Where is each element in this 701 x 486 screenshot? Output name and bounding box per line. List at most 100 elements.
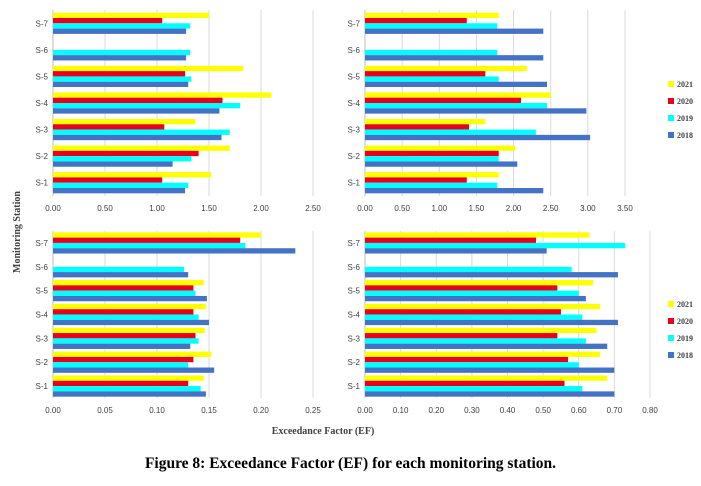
x-tick-label: 2.00 xyxy=(506,204,522,213)
bar-S-7-2021 xyxy=(365,12,499,18)
category-label: S-1 xyxy=(36,179,49,188)
x-tick-label: 3.50 xyxy=(617,204,633,213)
category-label: S-3 xyxy=(348,126,361,135)
bar-S-4-2021 xyxy=(365,92,551,98)
bar-S-2-2019 xyxy=(365,156,499,162)
chart-panel-2: 0.00 0.50 1.00 1.50 2.00 2.50 3.00 3.50 S-1 S-2 S-… xyxy=(348,10,693,213)
bar-S-5-2019 xyxy=(365,290,579,296)
legend-label-2021: 2021 xyxy=(677,300,693,309)
category-label: S-5 xyxy=(36,287,49,296)
x-tick-label: 0.80 xyxy=(642,406,658,415)
bar-S-3-2020 xyxy=(365,124,469,130)
bar-S-7-2019 xyxy=(365,23,498,29)
bar-S-3-2021 xyxy=(365,118,486,125)
bar-S-1-2019 xyxy=(53,386,201,392)
bar-S-3-2021 xyxy=(53,327,205,334)
bar-S-3-2019 xyxy=(53,338,199,344)
bar-S-6-2018 xyxy=(365,272,618,278)
bar-S-5-2021 xyxy=(53,65,244,72)
bar-S-2-2019 xyxy=(53,156,192,162)
category-label: S-3 xyxy=(36,126,49,135)
y-axis-title: Monitoring Station xyxy=(12,191,23,273)
legend-swatch-2021 xyxy=(668,81,674,87)
bar-S-2-2020 xyxy=(365,356,569,363)
chart-panel-1: 0.00 0.50 1.00 1.50 2.00 2.50 S-1 S-2 S-3 S-4 S-5 S… xyxy=(36,10,321,213)
bar-S-2-2019 xyxy=(53,362,189,368)
category-label: S-5 xyxy=(348,287,361,296)
bar-S-7-2020 xyxy=(53,237,241,243)
legend: 2021 2020 2019 2018 xyxy=(668,300,693,360)
bar-S-1-2019 xyxy=(365,182,498,189)
legend-label-2019: 2019 xyxy=(677,114,693,123)
x-tick-label: 1.50 xyxy=(201,204,217,213)
bar-S-2-2021 xyxy=(365,351,601,357)
bar-S-5-2019 xyxy=(53,290,196,296)
bar-S-4-2019 xyxy=(53,314,199,320)
x-tick-label: 3.00 xyxy=(580,204,596,213)
category-label: S-7 xyxy=(36,19,49,28)
legend-swatch-2018 xyxy=(668,352,674,358)
bar-S-4-2020 xyxy=(53,97,223,103)
bar-S-2-2019 xyxy=(365,362,579,368)
bar-S-7-2018 xyxy=(365,248,547,254)
legend-label-2019: 2019 xyxy=(677,334,693,343)
bar-S-3-2019 xyxy=(365,338,586,344)
bar-S-1-2021 xyxy=(365,172,499,178)
bar-S-2-2020 xyxy=(365,150,499,157)
bar-S-7-2018 xyxy=(53,248,296,254)
chart-panels: 0.00 0.50 1.00 1.50 2.00 2.50 S-1 S-2 S-3 S-4 S-5 S… xyxy=(36,10,693,415)
legend-swatch-2019 xyxy=(668,115,674,121)
x-tick-label: 0.15 xyxy=(201,406,217,415)
bar-S-2-2018 xyxy=(53,161,173,167)
category-label: S-6 xyxy=(36,46,49,55)
legend-label-2020: 2020 xyxy=(677,97,693,106)
bar-S-1-2019 xyxy=(53,182,189,189)
x-tick-label: 0.05 xyxy=(97,406,113,415)
bar-S-5-2020 xyxy=(365,285,558,291)
legend-swatch-2020 xyxy=(668,98,674,104)
bar-S-6-2019 xyxy=(53,49,191,56)
category-label: S-2 xyxy=(348,152,361,161)
bar-S-7-2018 xyxy=(365,28,544,34)
legend-label-2020: 2020 xyxy=(677,317,693,326)
category-label: S-1 xyxy=(36,382,49,391)
bar-S-5-2020 xyxy=(53,71,186,77)
bar-S-4-2020 xyxy=(365,97,521,103)
x-tick-label: 0.10 xyxy=(149,406,165,415)
bar-S-4-2018 xyxy=(365,108,587,114)
x-tick-label: 0.30 xyxy=(464,406,480,415)
x-tick-label: 0.40 xyxy=(500,406,516,415)
bar-S-1-2018 xyxy=(53,391,206,397)
bar-S-7-2020 xyxy=(365,237,536,243)
bar-S-3-2021 xyxy=(365,327,597,334)
bar-S-2-2021 xyxy=(365,145,516,151)
bar-S-7-2019 xyxy=(53,23,191,29)
x-tick-label: 0.00 xyxy=(357,406,373,415)
bar-S-1-2018 xyxy=(365,391,615,397)
bar-S-4-2019 xyxy=(365,103,547,109)
bar-S-7-2021 xyxy=(53,232,261,238)
bar-S-3-2018 xyxy=(53,134,222,141)
bar-S-1-2019 xyxy=(365,386,583,392)
bar-S-5-2020 xyxy=(53,285,194,291)
bar-S-3-2018 xyxy=(365,134,591,141)
category-label: S-4 xyxy=(36,99,49,108)
bar-S-5-2021 xyxy=(53,280,204,286)
bar-S-4-2019 xyxy=(365,314,583,320)
figure-caption: Figure 8: Exceedance Factor (EF) for eac… xyxy=(144,455,557,472)
bar-S-3-2021 xyxy=(53,118,196,125)
x-tick-label: 0.00 xyxy=(357,204,373,213)
category-label: S-1 xyxy=(348,179,361,188)
bar-S-4-2018 xyxy=(365,319,618,326)
bar-S-6-2018 xyxy=(53,55,187,61)
bar-S-3-2020 xyxy=(53,333,196,339)
legend-label-2021: 2021 xyxy=(677,80,693,89)
legend-swatch-2021 xyxy=(668,301,674,307)
legend: 2021 2020 2019 2018 xyxy=(668,80,693,140)
bar-S-6-2018 xyxy=(365,55,544,61)
bar-S-4-2019 xyxy=(53,103,241,109)
bar-S-7-2020 xyxy=(365,17,467,24)
x-tick-label: 1.00 xyxy=(431,204,447,213)
bar-S-6-2019 xyxy=(365,49,498,56)
